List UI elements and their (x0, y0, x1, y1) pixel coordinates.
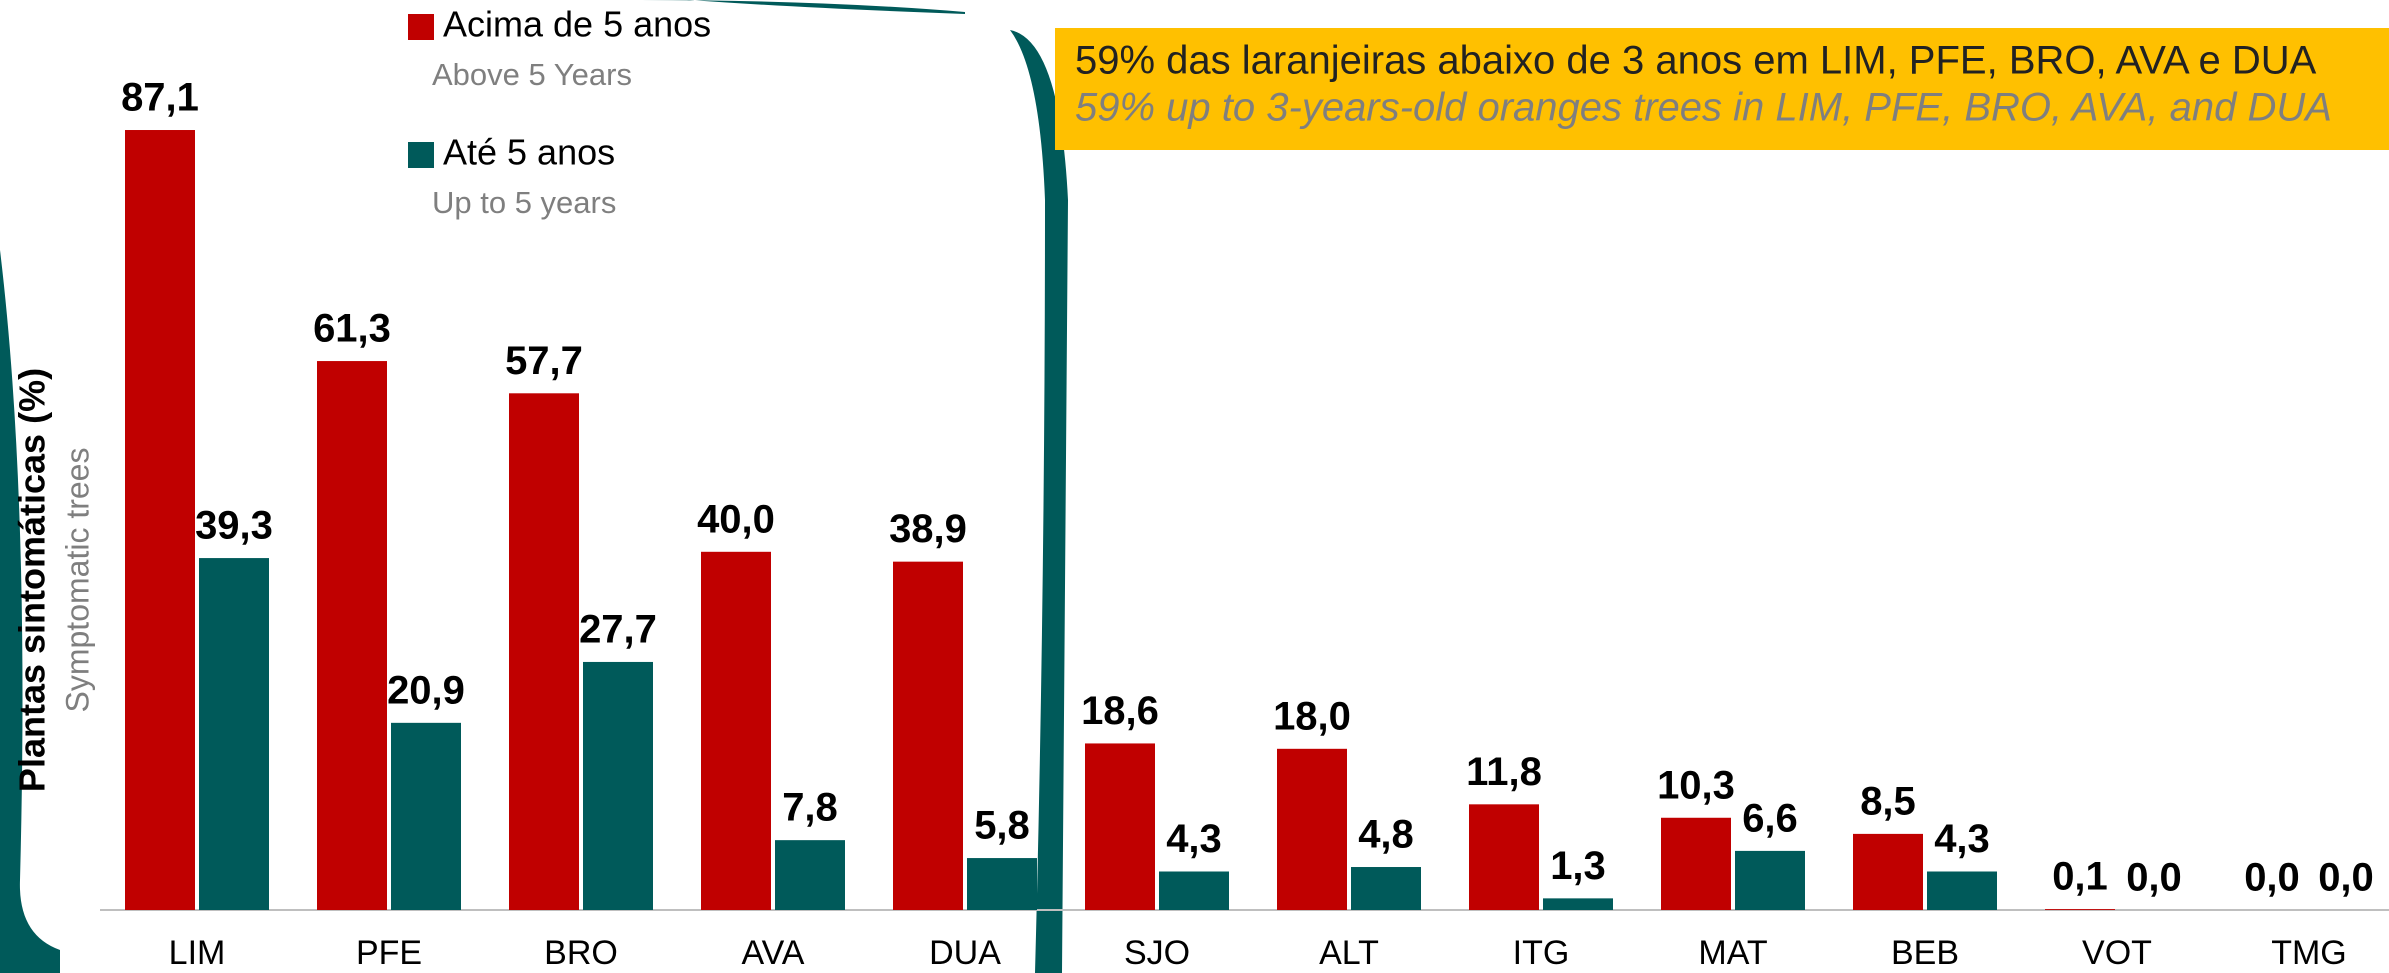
bar (1469, 804, 1539, 910)
data-label: 61,3 (313, 307, 391, 351)
decor-curve (0, 250, 60, 973)
x-tick-label: LIM (169, 934, 226, 972)
bar (583, 661, 653, 910)
data-label: 18,0 (1273, 694, 1351, 738)
x-tick-label: AVA (742, 934, 805, 972)
bar (1735, 850, 1805, 910)
data-label: 20,9 (387, 668, 465, 712)
annotation: 59% das laranjeiras abaixo de 3 anos em … (1075, 39, 2317, 83)
legend-label: Até 5 anos (443, 132, 615, 173)
data-label: 39,3 (195, 504, 273, 548)
data-label: 0,0 (2126, 856, 2182, 900)
bar (893, 561, 963, 910)
data-label: 4,8 (1358, 813, 1414, 857)
bar (775, 840, 845, 910)
bar (1159, 871, 1229, 910)
bar (2045, 909, 2115, 910)
bar (509, 393, 579, 910)
data-label: 6,6 (1742, 796, 1798, 840)
bar (199, 558, 269, 910)
annotation-en: 59% up to 3-years-old oranges trees in L… (1075, 86, 2332, 130)
data-label: 4,3 (1934, 817, 1990, 861)
data-label: 27,7 (579, 608, 657, 652)
bar (1085, 743, 1155, 910)
bar (391, 722, 461, 910)
data-label: 1,3 (1550, 844, 1606, 888)
x-tick-label: BRO (544, 934, 618, 972)
decor-curve (1010, 30, 1068, 973)
x-tick-label: SJO (1124, 934, 1190, 972)
bar (125, 130, 195, 910)
legend-swatch (408, 142, 434, 168)
data-label: 0,1 (2052, 855, 2108, 899)
y-axis-label: Plantas sintomáticas (%) (12, 368, 53, 792)
data-label: 87,1 (121, 76, 199, 120)
x-tick-label: MAT (1698, 934, 1767, 972)
bar (1543, 898, 1613, 910)
data-label: 8,5 (1860, 779, 1916, 823)
x-tick-label: TMG (2271, 934, 2347, 972)
data-label: 40,0 (697, 497, 775, 541)
data-label: 11,8 (1466, 750, 1542, 794)
x-tick-label: VOT (2082, 934, 2152, 972)
data-label: 57,7 (505, 339, 583, 383)
x-tick-label: ITG (1513, 934, 1570, 972)
annotation-box (1055, 28, 2389, 150)
bar (1277, 748, 1347, 910)
bar (1661, 817, 1731, 910)
bar (1351, 867, 1421, 910)
y-axis-label-en: Symptomatic trees (59, 448, 95, 713)
bar (1853, 833, 1923, 910)
decor-curve (640, 0, 965, 14)
data-label: 5,8 (974, 804, 1030, 848)
legend-swatch (408, 14, 434, 40)
legend-label: Acima de 5 anos (443, 4, 711, 45)
x-tick-label: PFE (356, 934, 422, 972)
x-tick-label: DUA (929, 934, 1001, 972)
bar (317, 361, 387, 911)
x-tick-label: BEB (1891, 934, 1959, 972)
data-label: 0,0 (2318, 856, 2374, 900)
bar (701, 551, 771, 910)
data-label: 4,3 (1166, 817, 1222, 861)
data-label: 38,9 (889, 507, 967, 551)
data-label: 7,8 (782, 786, 838, 830)
data-label: 10,3 (1657, 763, 1735, 807)
x-tick-label: ALT (1319, 934, 1379, 972)
bar (1927, 871, 1997, 910)
legend-label-en: Above 5 Years (432, 57, 632, 92)
data-label: 0,0 (2244, 856, 2300, 900)
legend-label-en: Up to 5 years (432, 185, 616, 220)
data-label: 18,6 (1081, 689, 1159, 733)
bar (967, 858, 1037, 910)
